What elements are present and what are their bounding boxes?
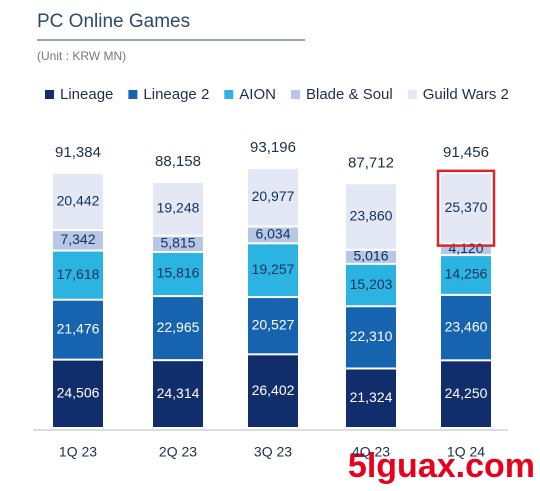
value-label: 24,314 [157,385,200,401]
total-label: 87,712 [348,154,394,171]
bar-segment [248,298,298,354]
bar-segment [346,307,396,368]
bar-segment [53,360,103,427]
value-label: 25,370 [445,199,488,215]
total-label: 93,196 [250,139,296,156]
total-label: 91,384 [55,144,101,161]
value-label: 20,442 [57,192,100,208]
bar-segment [346,369,396,427]
value-label: 19,257 [252,261,295,277]
value-label: 15,203 [350,276,393,292]
bar-segment [153,361,203,427]
value-label: 21,324 [350,389,393,405]
bar-segment [248,168,298,226]
chart-title: PC Online Games [37,11,190,32]
bar-segment [53,231,103,250]
legend-label: AION [239,86,276,103]
bar-segment [346,250,396,263]
value-label: 14,256 [445,266,488,282]
watermark: 5lguax.com [348,447,535,485]
bar-segment [153,297,203,360]
total-label: 88,158 [155,153,201,170]
highlight-box [436,169,496,247]
bar-segment [53,174,103,230]
value-label: 4,120 [448,240,483,256]
x-tick-label: 1Q 24 [447,444,485,460]
legend-swatch [128,90,138,99]
bar-segment [248,355,298,427]
bar-segment [441,244,491,255]
value-label: 20,977 [252,188,295,204]
legend-label: Guild Wars 2 [423,86,509,103]
bar-segment [441,173,491,243]
value-label: 24,506 [57,385,100,401]
bar-segment [248,244,298,297]
value-label: 19,248 [157,200,200,216]
value-label: 23,460 [445,318,488,334]
value-label: 6,034 [255,226,290,242]
bar-segment [346,184,396,249]
bar-segment [346,264,396,306]
total-label: 91,456 [443,144,489,161]
x-tick-label: 2Q 23 [159,444,197,460]
bar-segment [53,251,103,299]
legend-label: Lineage [60,86,113,103]
value-label: 5,016 [353,248,388,264]
legend-label: Lineage 2 [143,86,209,103]
value-label: 17,618 [57,266,100,282]
value-label: 22,965 [157,319,200,335]
bar-segment [153,183,203,235]
bar-segment [53,300,103,359]
value-label: 20,527 [252,316,295,332]
x-tick-label: 3Q 23 [254,444,292,460]
x-tick-label: 1Q 23 [59,444,97,460]
value-label: 23,860 [350,207,393,223]
bar-segment [153,252,203,296]
bar-segment [153,236,203,251]
bar-segment [441,295,491,360]
legend-swatch [290,90,300,99]
x-tick-label: 4Q 23 [352,444,390,460]
bar-segment [441,361,491,427]
legend-label: Blade & Soul [306,86,393,103]
legend-swatch [407,90,417,99]
legend-swatch [224,90,234,99]
value-label: 5,815 [160,235,195,251]
value-label: 21,476 [57,320,100,336]
value-label: 26,402 [252,382,295,398]
chart-subtitle: (Unit : KRW MN) [37,49,126,63]
value-label: 15,816 [157,265,200,281]
value-label: 22,310 [350,328,393,344]
value-label: 7,342 [60,231,95,247]
bar-segment [441,256,491,294]
legend-swatch [45,90,54,99]
value-label: 24,250 [445,385,488,401]
bar-segment [248,227,298,243]
